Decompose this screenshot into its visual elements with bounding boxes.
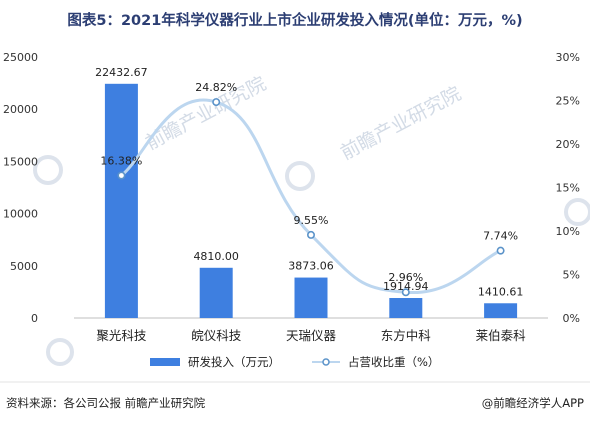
y-right-tick-label: 20% — [556, 138, 580, 151]
x-category-label: 聚光科技 — [96, 328, 147, 343]
bar-value-label: 4810.00 — [193, 250, 239, 263]
bar-value-label: 1914.94 — [383, 280, 429, 293]
y-left-tick-label: 15000 — [3, 155, 38, 168]
line-point — [306, 230, 315, 239]
line-series — [117, 98, 505, 297]
y-right-tick-label: 15% — [556, 182, 580, 195]
line-point — [401, 288, 410, 297]
line-point — [212, 98, 221, 107]
x-category-label: 东方中科 — [381, 328, 432, 343]
x-category-label: 天瑞仪器 — [286, 328, 337, 343]
line-point — [496, 246, 505, 255]
bar-value-label: 1410.61 — [478, 285, 524, 298]
axes: 0 5000 10000 15000 20000 25000 0% 5% 10% 15% 20% 25… — [3, 51, 580, 343]
legend-marker — [322, 358, 330, 366]
data-labels: 22432.67 4810.00 3873.06 1914.94 1410.61 16.3… — [95, 66, 523, 298]
bar — [484, 303, 518, 318]
y-left-tick-label: 5000 — [10, 260, 38, 273]
x-category-label: 皖仪科技 — [191, 328, 242, 343]
bar-series — [104, 83, 518, 319]
legend: 研发投入（万元） 占营收比重（%） — [150, 355, 439, 369]
source-note: 资料来源：各公司公报 前瞻产业研究院 — [6, 396, 206, 410]
line-point — [117, 171, 126, 180]
line-value-label: 16.38% — [100, 154, 142, 167]
line-value-label: 7.74% — [483, 230, 518, 243]
bar — [199, 267, 233, 318]
watermark-text: 前瞻产业研究院 — [337, 83, 465, 165]
y-left-tick-label: 10000 — [3, 208, 38, 221]
bar — [294, 277, 328, 318]
y-right-tick-label: 0% — [563, 312, 580, 325]
y-left-tick-label: 20000 — [3, 103, 38, 116]
line-value-label: 2.96% — [388, 271, 423, 284]
brand-credit: @前瞻经济学人APP — [482, 396, 584, 410]
y-right-tick-label: 5% — [563, 269, 580, 282]
bar-value-label: 3873.06 — [288, 260, 334, 273]
legend-swatch-bar — [150, 358, 180, 366]
y-right-tick-label: 25% — [556, 95, 580, 108]
y-right-tick-label: 30% — [556, 51, 580, 64]
y-left-tick-label: 25000 — [3, 51, 38, 64]
x-category-label: 莱伯泰科 — [476, 328, 527, 343]
bar — [104, 83, 138, 319]
watermark-logo-icon — [33, 155, 590, 366]
chart-title: 图表5：2021年科学仪器行业上市企业研发投入情况(单位：万元，%) — [67, 11, 522, 29]
bar — [389, 298, 423, 318]
line-path — [119, 98, 503, 294]
legend-label-bar: 研发投入（万元） — [188, 355, 280, 369]
line-value-label: 9.55% — [294, 214, 329, 227]
y-left-tick-label: 0 — [31, 312, 38, 325]
bar-value-label: 22432.67 — [95, 66, 148, 79]
legend-label-line: 占营收比重（%） — [348, 355, 439, 369]
line-value-label: 24.82% — [195, 81, 237, 94]
y-right-tick-label: 10% — [556, 225, 580, 238]
